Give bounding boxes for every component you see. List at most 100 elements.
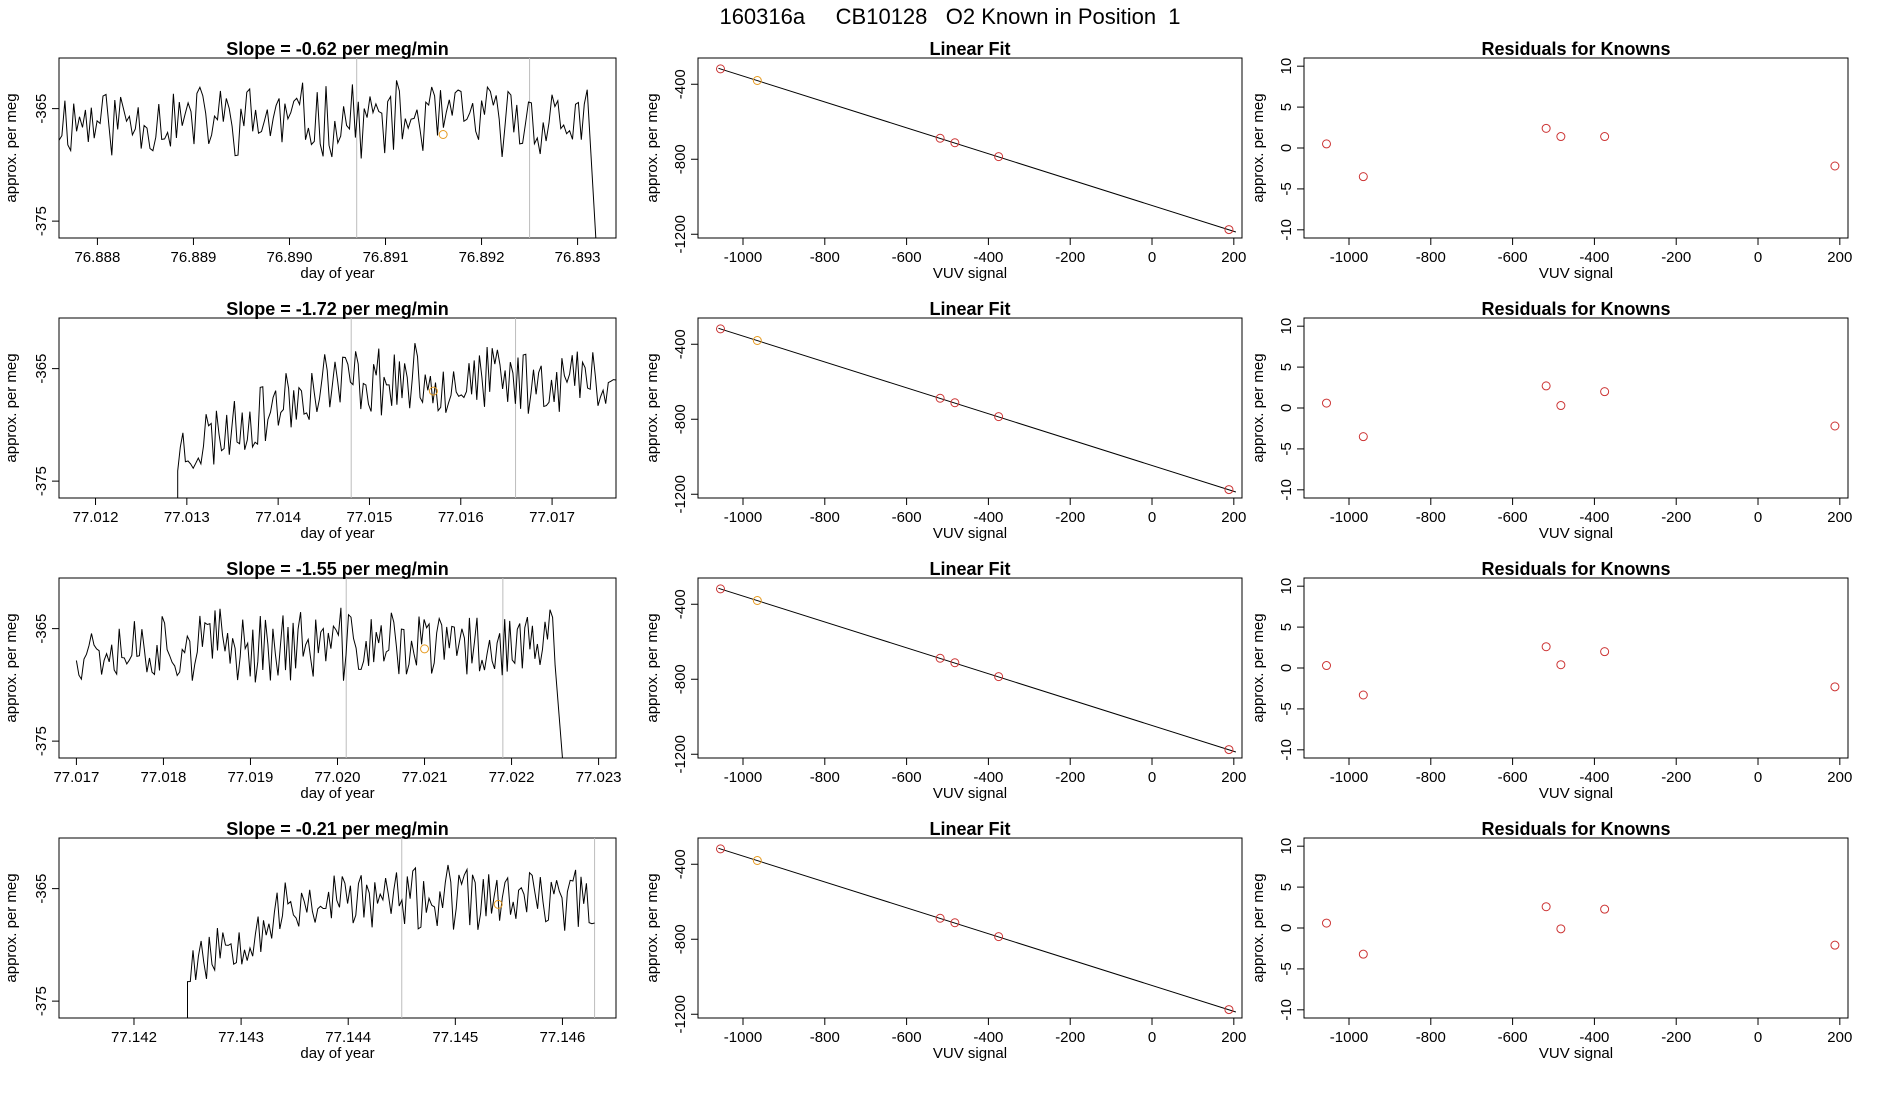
plot-area [1321,381,1840,442]
data-point [1321,398,1331,408]
y-tick-label: -375 [33,726,50,756]
x-tick-label: 200 [1221,249,1246,266]
chart-title: Slope = -1.72 per meg/min [226,299,449,319]
x-axis-label: VUV signal [1539,1045,1613,1062]
y-tick-label: -365 [33,874,50,904]
plot-area [187,838,596,1018]
chart-title: Slope = -0.21 per meg/min [226,819,449,839]
y-tick-label: -5 [1278,442,1295,455]
x-tick-label: -800 [1416,769,1446,786]
x-axis-label: VUV signal [1539,265,1613,282]
x-tick-label: -1000 [724,509,762,526]
x-tick-label: -200 [1055,509,1085,526]
y-tick-label: -400 [672,329,689,359]
plot-area [59,58,597,238]
plot-frame [697,317,1243,499]
y-tick-label: -800 [672,924,689,954]
y-tick-label: -375 [33,986,50,1016]
panel-ts-1: Slope = -0.62 per meg/min 76.888 76.889 76.… [3,39,617,282]
data-point [1830,682,1840,692]
data-point [1600,132,1610,142]
plot-frame [58,317,617,499]
data-point [950,918,960,928]
y-tick-label: -400 [672,69,689,99]
data-point [1541,642,1551,652]
fit-line [718,587,1237,753]
panel-ts-4: Slope = -0.21 per meg/min 77.142 77.143 77.… [3,819,617,1062]
plot-frame [1303,317,1849,499]
x-axis-label: VUV signal [1539,785,1613,802]
x-tick-label: 77.145 [432,1029,478,1046]
x-tick-label: -400 [1579,249,1609,266]
panel-resid-3: Residuals for Knowns-1000 -800 -600 -400 -20… [1250,559,1852,802]
chart-title: Residuals for Knowns [1481,559,1670,579]
y-tick-label: -800 [672,144,689,174]
plot-area [177,318,616,498]
plot-area [715,844,1237,1015]
panel-fit-3: Linear Fit -1000 -800 -600 -400 -200 0 200 VUV s… [644,559,1246,802]
data-point [950,138,960,148]
x-tick-label: 200 [1221,1029,1246,1046]
mean-marker [428,386,438,396]
data-point [1358,949,1368,959]
y-axis-label: approx. per meg [644,93,661,202]
data-point [1321,918,1331,928]
series-line [177,343,616,498]
series-line [59,80,597,238]
series-line [187,864,595,1018]
x-tick-label: -1000 [1330,509,1368,526]
x-axis-label: VUV signal [1539,525,1613,542]
x-tick-label: -200 [1055,249,1085,266]
data-point [1224,1005,1234,1015]
data-point [1224,485,1234,495]
x-tick-label: -200 [1661,509,1691,526]
mean-marker [420,644,430,654]
y-tick-label: -1200 [672,475,689,513]
x-tick-label: 0 [1148,509,1156,526]
x-tick-label: 200 [1221,509,1246,526]
data-point [752,596,762,605]
x-tick-label: 77.018 [140,769,186,786]
plot-frame [697,57,1243,239]
x-tick-label: -800 [810,1029,840,1046]
x-tick-label: 76.892 [459,249,505,266]
fit-line [718,327,1237,493]
x-tick-label: 77.020 [315,769,361,786]
x-tick-label: -600 [1498,509,1528,526]
fit-line [718,847,1237,1013]
x-tick-label: -600 [892,769,922,786]
x-tick-label: 0 [1754,769,1762,786]
x-tick-label: 0 [1148,769,1156,786]
x-tick-label: -400 [973,1029,1003,1046]
x-tick-label: 77.016 [438,509,484,526]
y-tick-label: -10 [1278,219,1295,241]
x-tick-label: -400 [973,249,1003,266]
x-tick-label: 77.143 [218,1029,264,1046]
x-tick-label: -600 [1498,769,1528,786]
panel-resid-1: Residuals for Knowns-1000 -800 -600 -400 -20… [1250,39,1852,282]
y-tick-label: 5 [1278,103,1295,111]
y-tick-label: -800 [672,404,689,434]
data-point [994,152,1004,162]
plot-area [1321,123,1840,182]
chart-title: Linear Fit [929,39,1010,59]
x-tick-label: -600 [892,1029,922,1046]
x-tick-label: -200 [1661,249,1691,266]
data-point [1541,902,1551,912]
series-line [75,607,563,758]
x-tick-label: -400 [1579,1029,1609,1046]
x-tick-label: -400 [1579,509,1609,526]
plot-area [1321,642,1840,700]
data-point [994,932,1004,942]
y-tick-label: -400 [672,849,689,879]
x-tick-label: -200 [1055,1029,1085,1046]
data-point [935,653,945,663]
y-tick-label: 10 [1278,318,1295,335]
data-point [1358,690,1368,700]
y-tick-label: -10 [1278,739,1295,761]
data-point [935,133,945,143]
y-tick-label: -5 [1278,962,1295,975]
x-tick-label: -800 [1416,1029,1446,1046]
data-point [715,324,725,334]
